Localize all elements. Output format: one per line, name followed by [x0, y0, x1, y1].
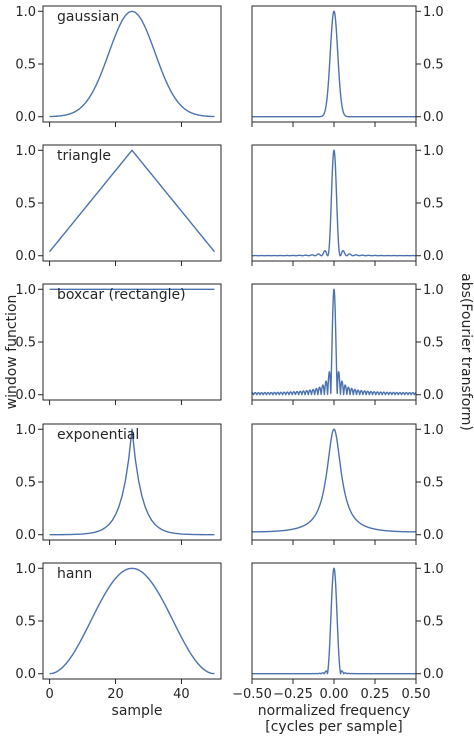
freq-boxcar-panel: 0.0 0.5 1.0 [251, 283, 444, 405]
freq-hann-xtick-label: −0.25 [273, 687, 313, 702]
right-x-axis-label-line1: normalized frequency [258, 703, 410, 719]
freq-boxcar-ytick-label: 0.5 [423, 336, 444, 351]
time-hann-title: hann [57, 566, 92, 582]
freq-hann-ytick-label: 1.0 [423, 562, 444, 577]
right-x-axis-label-line2: [cycles per sample] [265, 719, 402, 735]
time-hann-panel: 0.0 0.5 1.0 0 20 40 hann [15, 562, 222, 702]
freq-hann-xtick-label: 0.25 [361, 687, 390, 702]
freq-boxcar-ytick-label: 1.0 [423, 283, 444, 298]
time-gaussian-ytick-label: 0.5 [15, 58, 36, 73]
freq-gaussian-curve [251, 10, 417, 118]
time-boxcar-ytick-label: 0.5 [15, 336, 36, 351]
freq-triangle-ytick-label: 1.0 [423, 144, 444, 159]
time-hann-xtick-label: 20 [107, 687, 124, 702]
freq-triangle-axes-frame [251, 144, 417, 262]
freq-triangle-curve [251, 149, 417, 257]
freq-gaussian-ytick-label: 0.5 [423, 58, 444, 73]
time-hann-xtick-label: 0 [45, 687, 53, 702]
time-exponential-ytick-label: 0.5 [15, 476, 36, 491]
time-hann-ytick-label: 0.5 [15, 615, 36, 630]
freq-hann-curve [251, 567, 417, 675]
freq-gaussian-ytick-label: 1.0 [423, 5, 444, 20]
time-exponential-panel: 0.0 0.5 1.0 exponential [15, 423, 222, 545]
time-exponential-ytick-label: 0.0 [15, 528, 36, 543]
right-y-axis-label: abs(Fourier transform) [458, 273, 474, 431]
freq-exponential-ytick-label: 1.0 [423, 423, 444, 438]
time-triangle-ytick-label: 0.5 [15, 197, 36, 212]
freq-triangle-ytick-label: 0.0 [423, 249, 444, 264]
freq-triangle-panel: 0.0 0.5 1.0 [251, 144, 444, 266]
time-triangle-title: triangle [57, 148, 111, 164]
freq-hann-ytick-label: 0.0 [423, 667, 444, 682]
time-exponential-ytick-label: 1.0 [15, 423, 36, 438]
freq-hann-xtick-label: 0.00 [320, 687, 349, 702]
time-gaussian-ytick-label: 0.0 [15, 110, 36, 125]
freq-boxcar-curve [251, 288, 417, 396]
time-triangle-panel: 0.0 0.5 1.0 triangle [15, 144, 222, 266]
left-x-axis-label: sample [112, 703, 163, 719]
freq-hann-ytick-label: 0.5 [423, 615, 444, 630]
freq-triangle-ytick-label: 0.5 [423, 197, 444, 212]
time-gaussian-panel: 0.0 0.5 1.0 gaussian [15, 5, 222, 127]
freq-hann-axes-frame [251, 562, 417, 680]
time-exponential-title: exponential [57, 427, 139, 443]
time-hann-curve [49, 567, 215, 675]
freq-hann-xtick-label: −0.50 [232, 687, 272, 702]
freq-exponential-axes-frame [251, 423, 417, 541]
time-gaussian-ytick-label: 1.0 [15, 5, 36, 20]
time-exponential-curve [49, 428, 215, 536]
time-boxcar-ytick-label: 1.0 [15, 283, 36, 298]
freq-boxcar-ytick-label: 0.0 [423, 388, 444, 403]
freq-gaussian-ytick-label: 0.0 [423, 110, 444, 125]
time-boxcar-ytick-label: 0.0 [15, 388, 36, 403]
freq-exponential-panel: 0.0 0.5 1.0 [251, 423, 444, 545]
freq-exponential-ytick-label: 0.5 [423, 476, 444, 491]
time-triangle-curve [49, 149, 215, 253]
time-boxcar-title: boxcar (rectangle) [57, 287, 186, 303]
time-hann-xtick-label: 40 [173, 687, 190, 702]
freq-boxcar-axes-frame [251, 283, 417, 401]
freq-exponential-ytick-label: 0.0 [423, 528, 444, 543]
time-gaussian-curve [49, 10, 215, 118]
time-triangle-ytick-label: 0.0 [15, 249, 36, 264]
freq-exponential-curve [251, 428, 417, 533]
time-triangle-ytick-label: 1.0 [15, 144, 36, 159]
left-y-axis-label: window function [4, 295, 20, 410]
freq-hann-xtick-label: 0.50 [402, 687, 431, 702]
time-hann-ytick-label: 1.0 [15, 562, 36, 577]
time-boxcar-panel: 0.0 0.5 1.0 boxcar (rectangle) [15, 283, 222, 405]
time-hann-ytick-label: 0.0 [15, 667, 36, 682]
freq-gaussian-axes-frame [251, 5, 417, 123]
time-gaussian-title: gaussian [57, 9, 119, 25]
freq-hann-panel: 0.0 0.5 1.0 −0.50 −0.25 0.00 0.25 0.50 [232, 562, 444, 702]
freq-gaussian-panel: 0.0 0.5 1.0 [251, 5, 444, 127]
